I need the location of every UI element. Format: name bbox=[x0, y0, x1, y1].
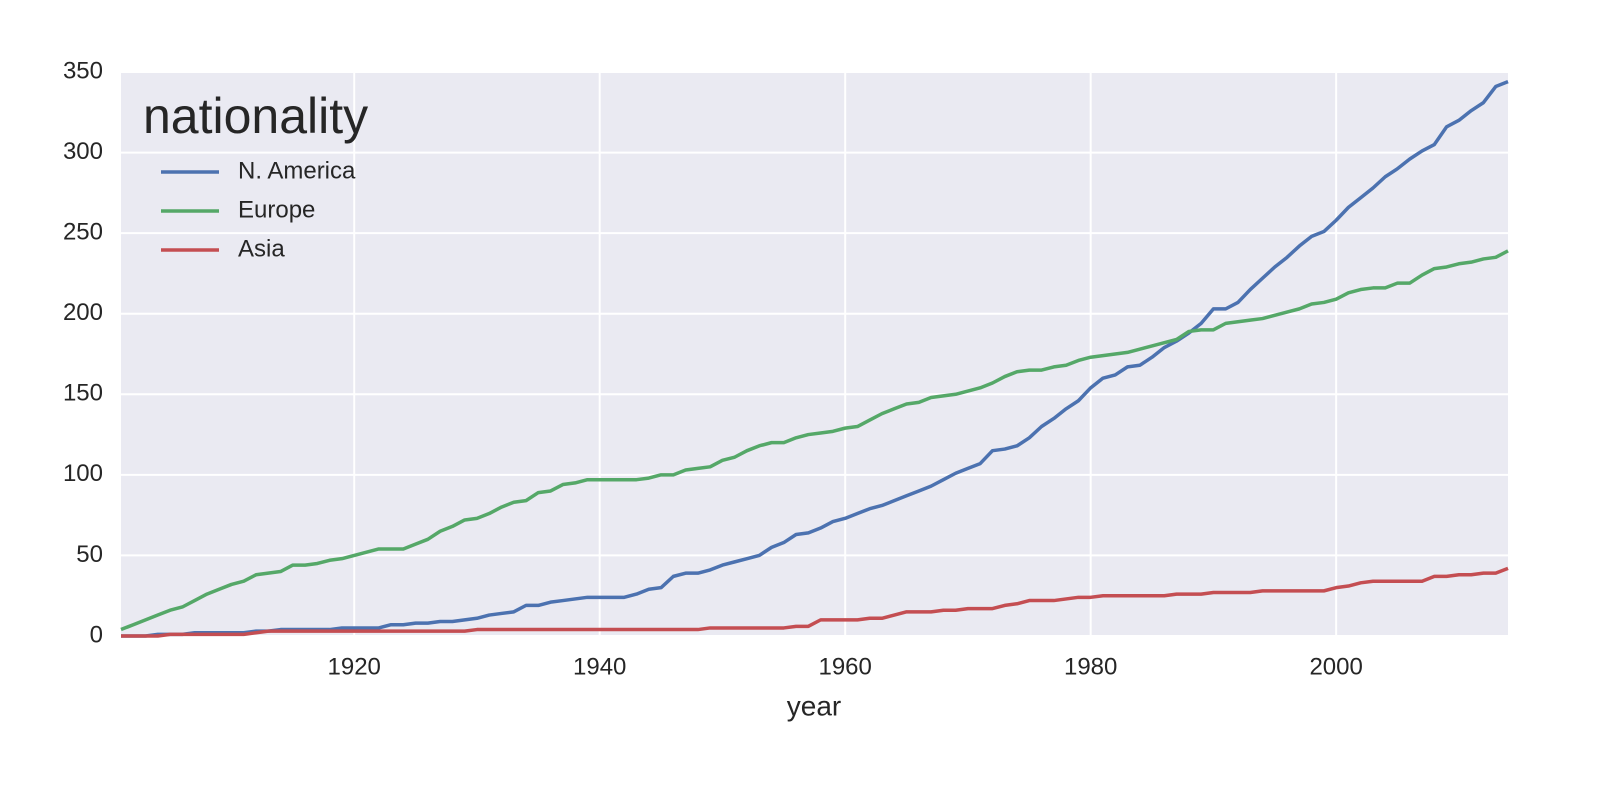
y-tick-label: 50 bbox=[76, 541, 103, 568]
x-axis-label: year bbox=[787, 690, 841, 721]
series-line bbox=[121, 566, 1509, 638]
x-tick-label: 1920 bbox=[328, 653, 381, 680]
y-tick-label: 150 bbox=[63, 380, 103, 407]
series-line bbox=[121, 80, 1509, 638]
legend-label: Europe bbox=[238, 196, 315, 223]
y-tick-label: 300 bbox=[63, 138, 103, 165]
y-tick-label: 350 bbox=[63, 57, 103, 84]
x-tick-label: 1980 bbox=[1064, 653, 1117, 680]
plot-area bbox=[121, 72, 1508, 636]
legend-label: N. America bbox=[238, 157, 356, 184]
x-tick-label: 2000 bbox=[1309, 653, 1362, 680]
series-line bbox=[120, 249, 1509, 632]
x-tick-label: 1940 bbox=[573, 653, 626, 680]
y-tick-label: 100 bbox=[63, 460, 103, 487]
legend-title: nationality bbox=[143, 88, 368, 144]
x-tick-label: 1960 bbox=[818, 653, 871, 680]
y-tick-label: 0 bbox=[90, 621, 103, 648]
y-tick-label: 200 bbox=[63, 299, 103, 326]
y-tick-label: 250 bbox=[63, 218, 103, 245]
legend-label: Asia bbox=[238, 235, 285, 262]
